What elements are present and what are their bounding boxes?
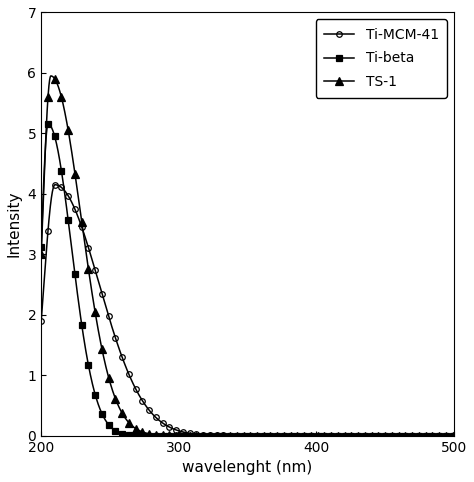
Legend: Ti-MCM-41, Ti-beta, TS-1: Ti-MCM-41, Ti-beta, TS-1 xyxy=(316,19,447,97)
Y-axis label: Intensity: Intensity xyxy=(7,191,22,257)
X-axis label: wavelenght (nm): wavelenght (nm) xyxy=(182,460,313,475)
